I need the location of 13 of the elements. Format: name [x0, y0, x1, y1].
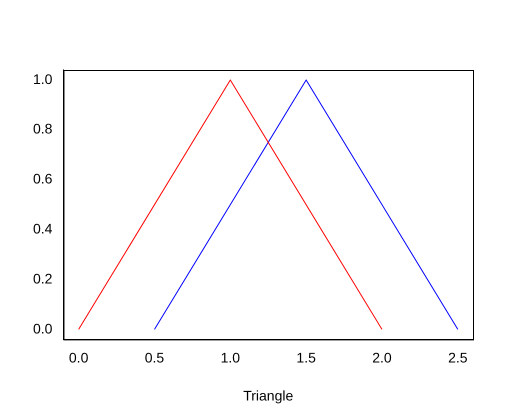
x-tick-label: 1.0 [220, 350, 240, 366]
x-tick-label: 0.0 [68, 350, 89, 366]
x-tick-label: 2.5 [448, 350, 468, 366]
y-tick-label: 1.0 [32, 70, 53, 87]
x-tick-label: 0.5 [144, 350, 164, 366]
y-tick-label: 0.0 [32, 320, 53, 336]
x-tick-label: 2.0 [372, 350, 392, 366]
y-tick-label: 0.6 [32, 170, 53, 187]
y-tick-label: 0.8 [32, 120, 53, 137]
x-axis-title: Triangle [243, 387, 294, 404]
y-tick-label: 0.4 [32, 220, 53, 237]
x-tick-label: 1.5 [296, 350, 316, 366]
y-tick-label: 0.2 [32, 270, 53, 286]
